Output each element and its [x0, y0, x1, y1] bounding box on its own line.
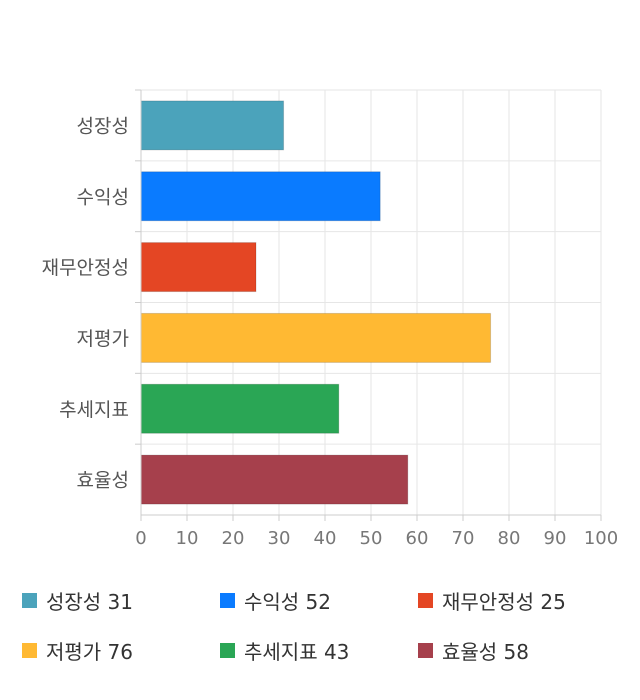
category-label: 재무안정성 [42, 257, 129, 279]
legend-swatch [22, 642, 37, 658]
bar [140, 383, 340, 434]
category-label: 수익성 [77, 186, 129, 208]
x-tick-label: 80 [498, 528, 521, 549]
grid-layer [141, 89, 602, 515]
legend-swatch [22, 592, 37, 608]
x-tick-label: 60 [406, 528, 429, 549]
legend-item-stability: 재무안정성 25 [418, 585, 566, 615]
category-label: 추세지표 [59, 399, 129, 421]
bar-chart: 0 10 20 30 40 50 60 70 80 90 100 성장성수익성재무안정성저평가추세지표… [42, 89, 619, 549]
legend-item-undervalued: 저평가 76 [22, 635, 133, 665]
x-tick-label: 20 [222, 528, 245, 549]
legend-swatch [220, 592, 235, 608]
bar [140, 171, 381, 222]
legend-item-growth: 성장성 31 [22, 585, 133, 615]
x-tick-label: 0 [135, 528, 146, 549]
bar [140, 312, 492, 363]
bar [140, 242, 257, 293]
x-tick-label: 30 [268, 528, 291, 549]
x-tick-label: 90 [544, 528, 567, 549]
legend-item-trend: 추세지표 43 [220, 635, 349, 665]
legend-item-efficiency: 효율성 58 [418, 635, 529, 665]
legend-swatch [220, 642, 235, 658]
legend-swatch [418, 592, 433, 608]
x-tick-label: 70 [452, 528, 475, 549]
category-label: 효율성 [77, 470, 129, 492]
legend-label: 효율성 58 [442, 639, 530, 664]
x-tick-label: 40 [314, 528, 337, 549]
category-label: 저평가 [77, 328, 129, 350]
bar-layer [140, 100, 492, 505]
legend-label: 저평가 76 [46, 639, 134, 664]
bar [140, 454, 409, 505]
legend-label: 재무안정성 25 [442, 589, 566, 614]
axis-layer [135, 89, 602, 521]
x-tick-label: 100 [584, 528, 618, 549]
legend-label: 성장성 31 [46, 589, 134, 614]
x-tick-label: 10 [176, 528, 199, 549]
x-tick-label: 50 [360, 528, 383, 549]
legend-label: 추세지표 43 [244, 639, 350, 664]
bar [140, 100, 285, 151]
legend-item-profitability: 수익성 52 [220, 585, 331, 615]
category-label: 성장성 [77, 115, 129, 137]
legend-label: 수익성 52 [244, 589, 332, 614]
label-layer: 0 10 20 30 40 50 60 70 80 90 100 성장성수익성재무안정성저평가추세지표… [42, 115, 619, 549]
legend-swatch [418, 642, 433, 658]
